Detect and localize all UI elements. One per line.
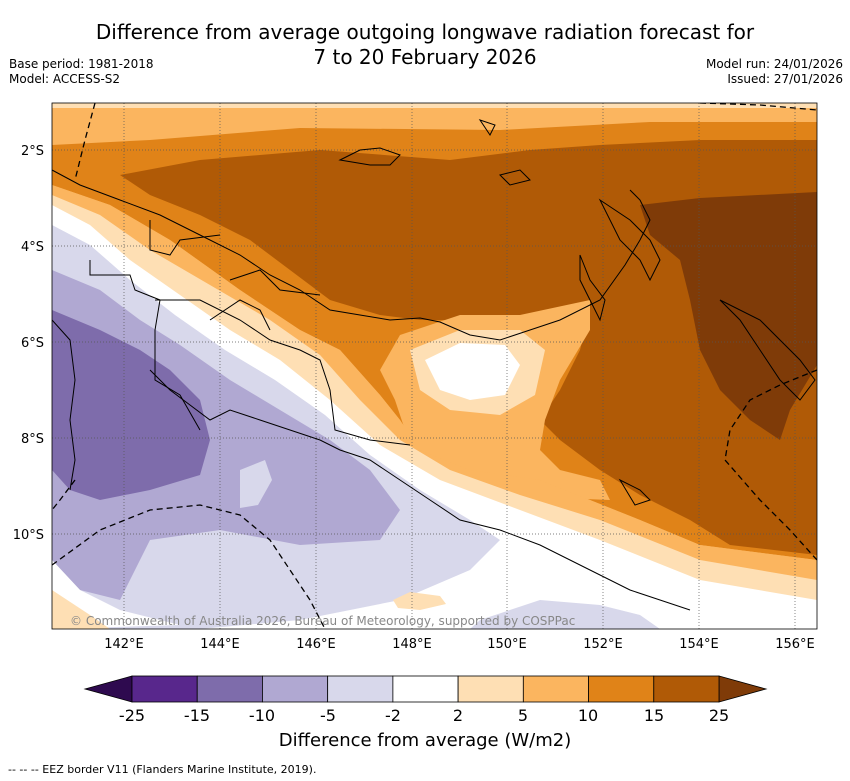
- lon-tick-label: 152°E: [583, 637, 623, 652]
- lon-axis: 142°E 144°E 146°E 148°E 150°E 152°E 154°…: [104, 637, 815, 652]
- map-title: Difference from average outgoing longwav…: [0, 20, 850, 70]
- colorbar-tick-label: -5: [320, 706, 336, 725]
- island-4: [579, 254, 606, 322]
- colorbar-segments: [131, 675, 720, 703]
- band-2-5-top: [52, 103, 817, 108]
- colorbar-ticks: -25 -15 -10 -5 -2 2 5 10 15 25: [119, 706, 729, 725]
- band-neutral-hole: [425, 343, 520, 400]
- base-period-text: Base period: 1981-2018: [9, 57, 154, 71]
- colorbar-tick-label: 10: [578, 706, 598, 725]
- coastlines: [52, 119, 816, 611]
- meta-left: Base period: 1981-2018 Model: ACCESS-S2: [9, 57, 154, 87]
- png-south-coast: [149, 369, 691, 611]
- band-minus-10-15: [52, 310, 210, 500]
- province-border-4: [149, 220, 221, 256]
- lon-tick-label: 148°E: [392, 637, 432, 652]
- colorbar-segment: [392, 675, 459, 703]
- borders: [89, 220, 411, 446]
- title-line-1: Difference from average outgoing longwav…: [95, 20, 755, 44]
- island-1: [338, 147, 401, 166]
- eez-west: [52, 479, 76, 511]
- title-line-2: 7 to 20 February 2026: [313, 45, 537, 69]
- lat-tick-label: 6°S: [21, 336, 44, 351]
- band-2-5-blob: [393, 592, 446, 610]
- model-run-text: Model run: 24/01/2026: [705, 57, 843, 71]
- lat-tick-label: 10°S: [13, 528, 44, 543]
- island-2: [478, 119, 496, 136]
- island-5: [618, 478, 651, 506]
- band-2-5-sw: [52, 590, 110, 629]
- eez-borders: [52, 103, 817, 629]
- colorbar-segment: [653, 675, 720, 703]
- colorbar-segment: [196, 675, 263, 703]
- png-north-coast: [52, 169, 651, 341]
- band-minus-2-5-patch: [240, 460, 272, 508]
- island-3: [499, 169, 531, 186]
- eez-east: [724, 369, 817, 561]
- colorbar-under-arrow: [83, 675, 133, 703]
- colorbar-tick-label: 15: [644, 706, 664, 725]
- new-ireland: [598, 198, 661, 282]
- eez-south: [52, 504, 326, 629]
- papua-south-coast: [52, 319, 76, 491]
- map-frame: [51, 102, 818, 630]
- band-over-25: [640, 192, 817, 440]
- province-border-2: [209, 299, 271, 331]
- colorbar-tick-label: -2: [385, 706, 401, 725]
- colorbar-tick-label: -25: [119, 706, 145, 725]
- model-text: Model: ACCESS-S2: [9, 72, 121, 86]
- colorbar-segment: [588, 675, 655, 703]
- eez-nw: [74, 103, 96, 181]
- colorbar: -25 -15 -10 -5 -2 2 5 10 15 25: [83, 675, 768, 725]
- eez-ne: [699, 103, 817, 111]
- bougainville: [719, 299, 816, 401]
- lat-axis: 2°S 4°S 6°S 8°S 10°S: [13, 144, 44, 543]
- province-border-3: [229, 269, 321, 296]
- lon-tick-label: 146°E: [296, 637, 336, 652]
- lon-tick-label: 156°E: [775, 637, 815, 652]
- lon-tick-label: 144°E: [200, 637, 240, 652]
- colorbar-tick-label: 2: [453, 706, 463, 725]
- issued-text: Issued: 27/01/2026: [727, 72, 843, 86]
- attribution-text: © Commonwealth of Australia 2026, Bureau…: [70, 614, 576, 628]
- colorbar-tick-label: 25: [709, 706, 729, 725]
- colorbar-segment: [457, 675, 524, 703]
- colorbar-tick-label: -10: [249, 706, 275, 725]
- colorbar-label: Difference from average (W/m2): [278, 730, 572, 751]
- lat-tick-label: 8°S: [21, 432, 44, 447]
- colorbar-segment: [262, 675, 329, 703]
- colorbar-tick-label: -15: [184, 706, 210, 725]
- band-minus-2-5-se: [470, 600, 660, 629]
- anomaly-map: [52, 103, 817, 629]
- lat-tick-label: 4°S: [21, 240, 44, 255]
- colorbar-tick-label: 5: [518, 706, 528, 725]
- colorbar-segment: [327, 675, 394, 703]
- colorbar-segment: [131, 675, 198, 703]
- lon-tick-label: 150°E: [487, 637, 527, 652]
- lon-tick-label: 154°E: [679, 637, 719, 652]
- meta-right: Model run: 24/01/2026 Issued: 27/01/2026: [706, 57, 843, 87]
- colorbar-segment: [522, 675, 589, 703]
- colorbar-over-arrow: [718, 675, 768, 703]
- lat-tick-label: 2°S: [21, 144, 44, 159]
- lon-tick-label: 142°E: [104, 637, 144, 652]
- province-border-1: [155, 299, 411, 446]
- band-15-25: [120, 140, 817, 555]
- graticule: [52, 103, 817, 629]
- eez-footnote: -- -- -- EEZ border V11 (Flanders Marine…: [8, 763, 317, 776]
